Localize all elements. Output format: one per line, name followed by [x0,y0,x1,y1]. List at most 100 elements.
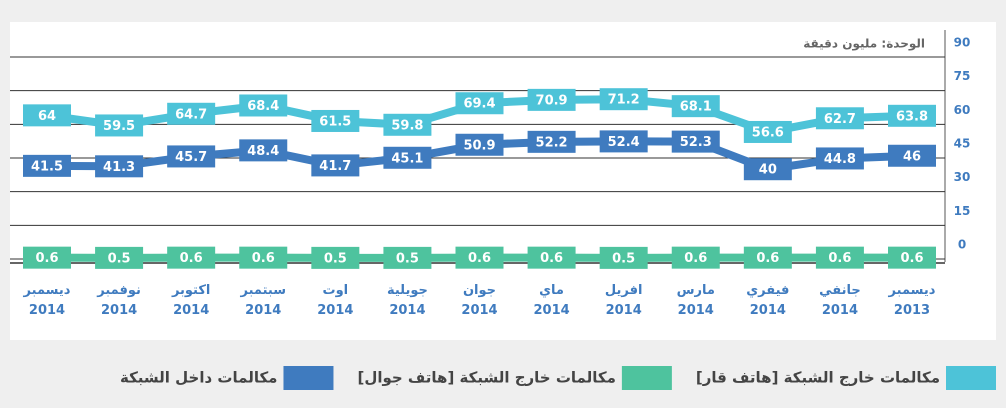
data-label: 41.5 [31,159,63,174]
data-label: 56.6 [752,125,784,140]
data-label-box [599,88,648,111]
legend-swatch [946,366,996,390]
data-label: 48.4 [247,144,279,159]
data-label: 41.7 [319,159,351,174]
data-label: 0.6 [35,251,58,266]
x-tick-label: مارس 2014 [677,283,715,318]
data-label: 50.9 [463,138,495,153]
data-label: 40 [759,163,777,178]
y-tick-label: 45 [954,137,971,151]
data-label-box [23,246,71,269]
data-label-box [599,246,648,269]
data-label: 52.3 [680,135,712,150]
data-label-box [95,155,144,178]
data-label-box [239,246,288,269]
data-label: 45.1 [391,151,423,166]
data-label: 68.1 [680,100,712,115]
legend-swatch [283,366,334,390]
data-label-box [888,144,936,167]
data-label-box [239,94,288,117]
data-label: 64 [38,109,56,124]
data-label-box [167,102,216,125]
data-label-box [23,154,71,177]
data-label-box [455,246,504,269]
data-label-box [888,104,936,127]
legend-label: مكالمات خارج الشبكة [هاتف قار] [696,369,940,387]
data-label: 70.9 [536,93,568,108]
data-label: 44.8 [824,152,856,167]
data-label-box [383,246,432,269]
data-label-box [527,88,576,111]
y-tick-label: 90 [954,36,971,50]
y-tick-label: 75 [954,69,971,83]
data-label: 41.3 [103,160,135,175]
data-label-box [671,130,720,153]
data-label: 64.7 [175,107,207,122]
x-tick-label: جويلية 2014 [387,283,428,318]
data-label-box [671,95,720,118]
data-label-box [167,246,216,269]
x-tick-label: ماي 2014 [533,283,569,318]
data-label-box [383,113,432,136]
data-label-box [167,145,216,168]
x-tick-label: جانفي 2014 [819,283,861,318]
data-label-box [311,154,360,177]
x-tick-label: نوفمبر 2014 [96,283,141,318]
data-label: 0.5 [612,251,635,266]
legend-label: مكالمات خارج الشبكة [هاتف جوال] [357,369,615,387]
data-label: 59.8 [391,118,423,133]
data-label-box [95,246,144,269]
data-label: 0.6 [756,251,779,266]
data-label-box [671,246,720,269]
data-label-box [888,246,936,269]
data-label-box [383,146,432,169]
data-label: 52.2 [536,135,568,150]
x-tick-label: جوان 2014 [461,283,497,318]
unit-label: الوحدة: مليون دقيقة [803,37,925,52]
data-label: 0.6 [468,251,491,266]
data-label: 0.6 [828,251,851,266]
x-tick-label: اوت 2014 [317,283,353,318]
data-label-box [815,246,864,269]
data-label: 68.4 [247,99,279,114]
data-label: 52.4 [608,135,640,150]
x-tick-label: ديسمبر 2013 [888,283,936,318]
legend-swatch [621,366,672,390]
data-label: 62.7 [824,112,856,127]
data-label-box [743,120,792,143]
data-label: 0.6 [540,251,563,266]
x-tick-label: افريل 2014 [605,283,643,318]
data-label-box [311,246,360,269]
y-tick-label: 30 [954,170,971,184]
data-label: 69.4 [463,97,495,112]
data-label-box [815,147,864,170]
x-tick-label: سبتمبر 2014 [239,283,286,318]
data-label-box [599,130,648,153]
y-tick-label: 15 [954,204,971,218]
x-tick-label: اكتوبر 2014 [171,283,210,318]
data-label: 0.5 [108,251,131,266]
data-label-box [23,104,71,127]
x-tick-label: فيفري 2014 [746,283,789,318]
data-label: 46 [903,149,921,164]
data-label-box [743,246,792,269]
data-label: 61.5 [319,114,351,129]
data-label-box [95,114,144,137]
data-label-box [311,109,360,132]
data-label: 0.6 [252,251,275,266]
data-label-box [527,246,576,269]
data-label-box [815,107,864,130]
data-label: 0.6 [684,251,707,266]
data-label: 0.5 [396,251,419,266]
data-label: 59.5 [103,119,135,134]
plot-panel [10,22,996,340]
data-label: 0.6 [900,251,923,266]
y-tick-label: 60 [954,103,971,117]
data-label: 0.6 [180,251,203,266]
data-label-box [455,92,504,115]
data-label: 45.7 [175,150,207,165]
x-tick-label: ديسمبر 2014 [23,283,71,318]
y-tick-label: 0 [958,238,966,252]
legend-label: مكالمات داخل الشبكة [120,369,278,387]
